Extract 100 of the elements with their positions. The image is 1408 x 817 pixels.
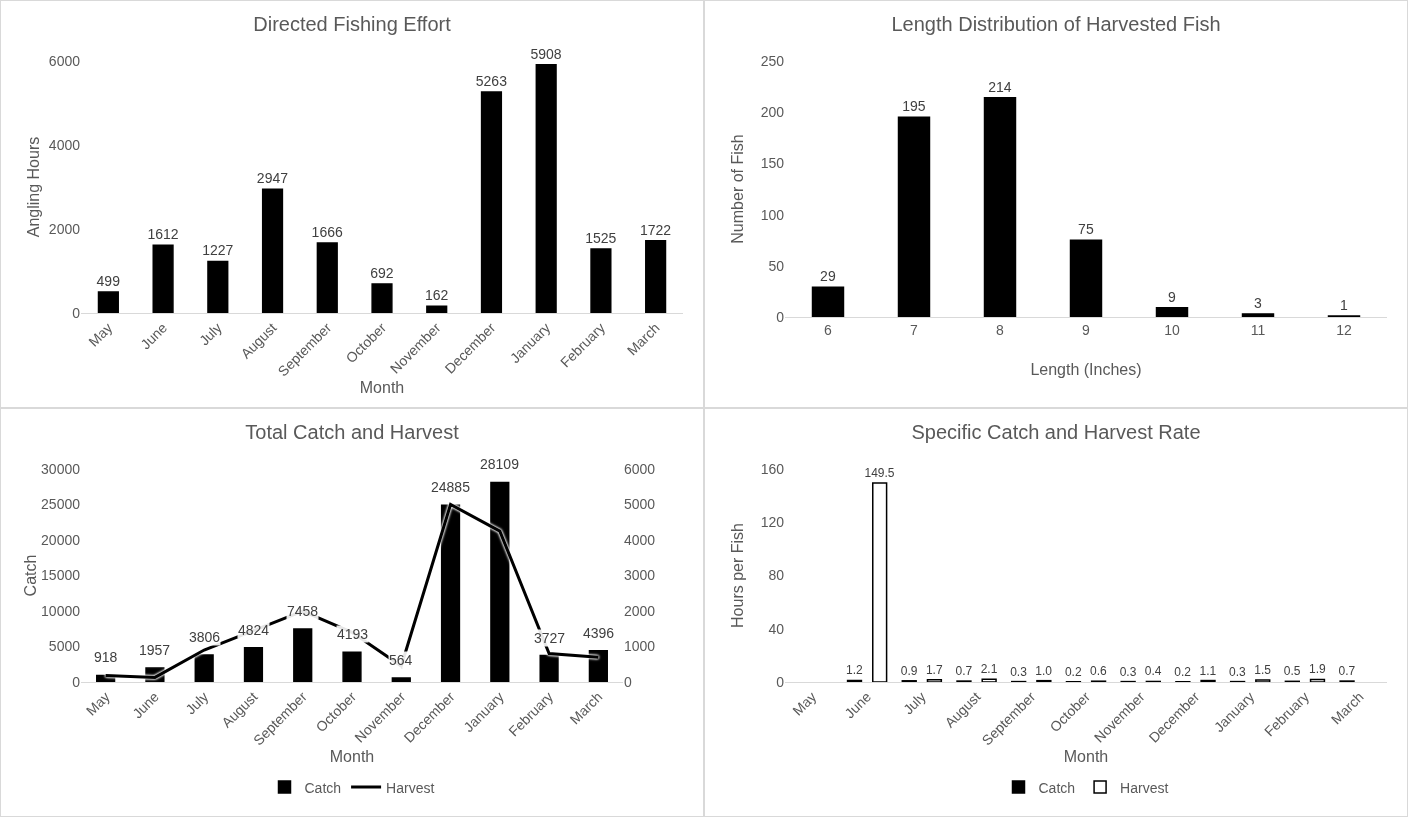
bar (645, 239, 667, 313)
data-label: 1722 (639, 221, 672, 238)
chart-title: Directed Fishing Effort (253, 13, 452, 36)
data-label: 4396 (583, 625, 615, 641)
legend-label: Harvest (1120, 779, 1169, 796)
chart-title: Total Catch and Harvest (245, 421, 460, 444)
y2-tick-label: 4000 (624, 531, 656, 548)
y-tick-label: 30000 (41, 460, 81, 477)
data-label: 0.5 (1283, 664, 1301, 679)
x-tick-label: May (789, 688, 820, 719)
data-label: 0.9 (900, 663, 918, 678)
x-tick-label: 12 (1336, 321, 1352, 338)
data-label: 1.2 (846, 663, 864, 678)
y-tick-label: 6000 (48, 52, 81, 69)
data-label: 1.0 (1035, 663, 1053, 678)
bar (926, 678, 943, 682)
bar (1155, 307, 1189, 317)
bar (97, 291, 119, 313)
legend-label: Catch (304, 779, 342, 796)
x-tick-label: 7 (910, 321, 919, 338)
data-label: 0.6 (1090, 664, 1108, 679)
data-label: 0.7 (955, 664, 973, 679)
bar (983, 97, 1017, 317)
legend-label: Catch (1038, 779, 1076, 796)
x-tick-label: July (899, 688, 929, 718)
x-axis-title: Month (329, 747, 375, 765)
data-label: 3806 (189, 629, 221, 645)
data-label: 1612 (147, 226, 179, 243)
x-tick-label: July (182, 688, 212, 718)
y-tick-label: 20000 (41, 531, 81, 548)
data-label: 918 (94, 649, 118, 665)
bar (897, 116, 931, 317)
y-tick-label: 120 (760, 514, 785, 531)
bar (261, 188, 284, 313)
y-axis-title: Angling Hours (25, 136, 42, 238)
data-label: 0.7 (1338, 664, 1356, 679)
y-tick-label: 5000 (48, 638, 81, 655)
y2-tick-label: 6000 (624, 460, 656, 477)
chart-title: Length Distribution of Harvested Fish (891, 13, 1221, 36)
y2-tick-label: 1000 (624, 638, 656, 655)
x-tick-label: 9 (1082, 321, 1091, 338)
data-label: 3727 (534, 630, 566, 646)
x-axis-title: Length (Inches) (1030, 361, 1142, 378)
data-label: 2.1 (980, 662, 998, 677)
data-label: 692 (370, 264, 394, 281)
y-tick-label: 10000 (41, 602, 81, 619)
bar (316, 242, 338, 313)
data-label: 1666 (311, 224, 343, 241)
data-label: 28109 (480, 456, 520, 472)
data-label: 149.5 (864, 465, 895, 480)
x-tick-label: 11 (1250, 321, 1266, 338)
x-axis-title: Month (359, 378, 405, 396)
data-label: 2947 (256, 170, 289, 187)
data-label: 162 (424, 287, 449, 304)
bar (535, 64, 557, 313)
data-label: 564 (389, 652, 413, 668)
bar (590, 248, 612, 313)
y-tick-label: 0 (776, 673, 785, 690)
data-label: 214 (988, 78, 1012, 95)
data-label: 0.3 (1010, 664, 1028, 679)
data-label: 0.4 (1144, 664, 1162, 679)
y-tick-label: 160 (760, 460, 785, 477)
y-axis-title: Number of Fish (729, 134, 746, 244)
data-label: 0.3 (1229, 664, 1247, 679)
bar (480, 91, 503, 313)
bar (872, 482, 888, 682)
data-label: 1.5 (1254, 663, 1272, 677)
y-tick-label: 40 (768, 620, 785, 637)
data-label: 0.2 (1064, 664, 1082, 679)
data-label: 3 (1254, 294, 1262, 311)
bar (981, 678, 997, 682)
data-label: 0.2 (1174, 664, 1192, 679)
bar (1241, 313, 1275, 317)
data-label: 1957 (139, 642, 171, 658)
y2-tick-label: 5000 (624, 496, 656, 513)
bar (391, 677, 411, 682)
x-tick-label: 8 (996, 321, 1005, 338)
bar (371, 283, 393, 313)
data-label: 29 (820, 268, 836, 285)
data-label: 5908 (530, 45, 562, 62)
data-label: 1525 (585, 229, 617, 246)
y-tick-label: 100 (760, 206, 785, 223)
y-tick-label: 150 (760, 155, 785, 172)
y-tick-label: 50 (768, 257, 785, 274)
y-tick-label: 0 (776, 308, 785, 325)
y-axis-title: Hours per Fish (729, 523, 746, 628)
y-tick-label: 15000 (41, 567, 81, 584)
y-axis-title: Catch (22, 554, 40, 597)
data-label: 499 (96, 273, 121, 290)
data-label: 195 (902, 98, 926, 115)
data-label: 1.9 (1308, 662, 1326, 677)
bar (811, 286, 845, 317)
data-label: 0.3 (1119, 664, 1137, 679)
x-tick-label: May (85, 319, 116, 350)
x-tick-label: 6 (824, 321, 833, 338)
y-tick-label: 80 (768, 567, 785, 584)
bar (1255, 679, 1271, 682)
bar (426, 305, 448, 313)
y-tick-label: 0 (72, 673, 81, 690)
data-label: 75 (1078, 221, 1094, 238)
